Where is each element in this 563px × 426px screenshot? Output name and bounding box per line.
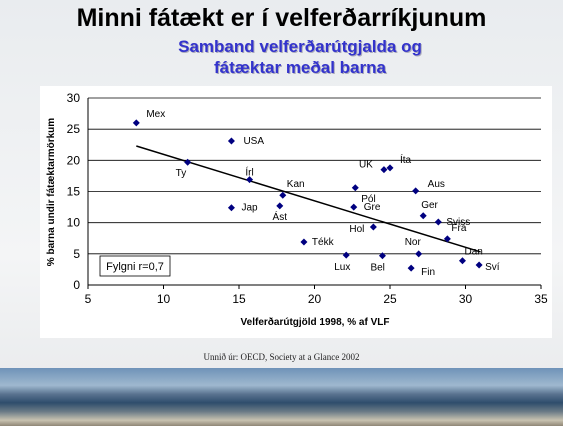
x-tick-label: 5	[85, 292, 92, 306]
annotation: Fylgni r=0,7	[106, 261, 164, 273]
y-tick-label: 5	[73, 247, 80, 261]
point	[378, 252, 386, 260]
point-label: Bel	[370, 263, 384, 274]
point-label: Hol	[349, 224, 364, 235]
point-label: Ty	[176, 168, 187, 179]
point-label: Ást	[273, 210, 288, 223]
point	[184, 158, 192, 166]
point	[434, 218, 442, 226]
x-tick-label: 35	[534, 292, 548, 306]
point	[412, 187, 420, 195]
point	[279, 191, 287, 199]
point-label: Dan	[464, 247, 482, 258]
point-label: Íta	[400, 153, 412, 166]
trendline	[136, 145, 481, 253]
source-note: Unnið úr: OECD, Society at a Glance 2002	[203, 352, 360, 362]
y-tick-label: 15	[67, 185, 81, 199]
point	[443, 235, 451, 243]
point-label: Sví	[485, 262, 500, 273]
point	[475, 261, 483, 269]
point-label: USA	[243, 136, 264, 147]
x-tick-label: 20	[308, 292, 322, 306]
point	[458, 257, 466, 265]
point-label: Nor	[405, 237, 422, 248]
point	[351, 184, 359, 192]
point-label: Pól	[361, 194, 375, 205]
point	[246, 176, 254, 184]
point-label: Mex	[146, 109, 165, 120]
point-label: Ger	[421, 200, 438, 211]
point	[386, 164, 394, 172]
x-tick-label: 30	[459, 292, 473, 306]
point-label: Tékk	[312, 237, 335, 248]
point-label: Sviss	[446, 217, 470, 228]
point-label: Lux	[334, 262, 350, 273]
point-label: Fin	[421, 267, 435, 278]
y-tick-label: 30	[67, 91, 81, 105]
point-label: Jap	[241, 203, 258, 214]
point-label: Kan	[287, 179, 305, 190]
x-tick-label: 10	[157, 292, 171, 306]
point-label: UK	[359, 160, 373, 171]
point-label: Gre	[364, 202, 381, 213]
y-tick-label: 0	[73, 278, 80, 292]
point	[132, 119, 140, 127]
y-tick-label: 10	[67, 216, 81, 230]
y-axis-title: % barna undir fátæktarmörkum	[46, 118, 57, 266]
chart-area	[40, 86, 552, 338]
point	[419, 212, 427, 220]
point	[407, 264, 415, 272]
point-label: Fra	[451, 223, 466, 234]
x-axis-title: Velferðarútgjöld 1998, % af VLF	[241, 316, 390, 328]
point	[227, 204, 235, 212]
slide-subtitle: Samband velferðarútgjalda og fátæktar me…	[178, 37, 422, 77]
x-tick-label: 25	[383, 292, 397, 306]
point	[369, 223, 377, 231]
point	[342, 251, 350, 259]
point	[227, 137, 235, 145]
photo-strip	[0, 368, 563, 426]
point-label: Írl	[245, 166, 253, 179]
slide-title: Minni fátækt er í velferðarríkjunum	[76, 4, 487, 32]
y-tick-label: 20	[67, 153, 81, 167]
point	[350, 203, 358, 211]
point	[415, 250, 423, 258]
point	[276, 202, 284, 210]
point-label: Aus	[428, 179, 445, 190]
y-tick-label: 25	[67, 122, 81, 136]
point	[300, 238, 308, 246]
point	[380, 166, 388, 174]
annotation-box	[99, 255, 171, 277]
x-tick-label: 15	[232, 292, 246, 306]
